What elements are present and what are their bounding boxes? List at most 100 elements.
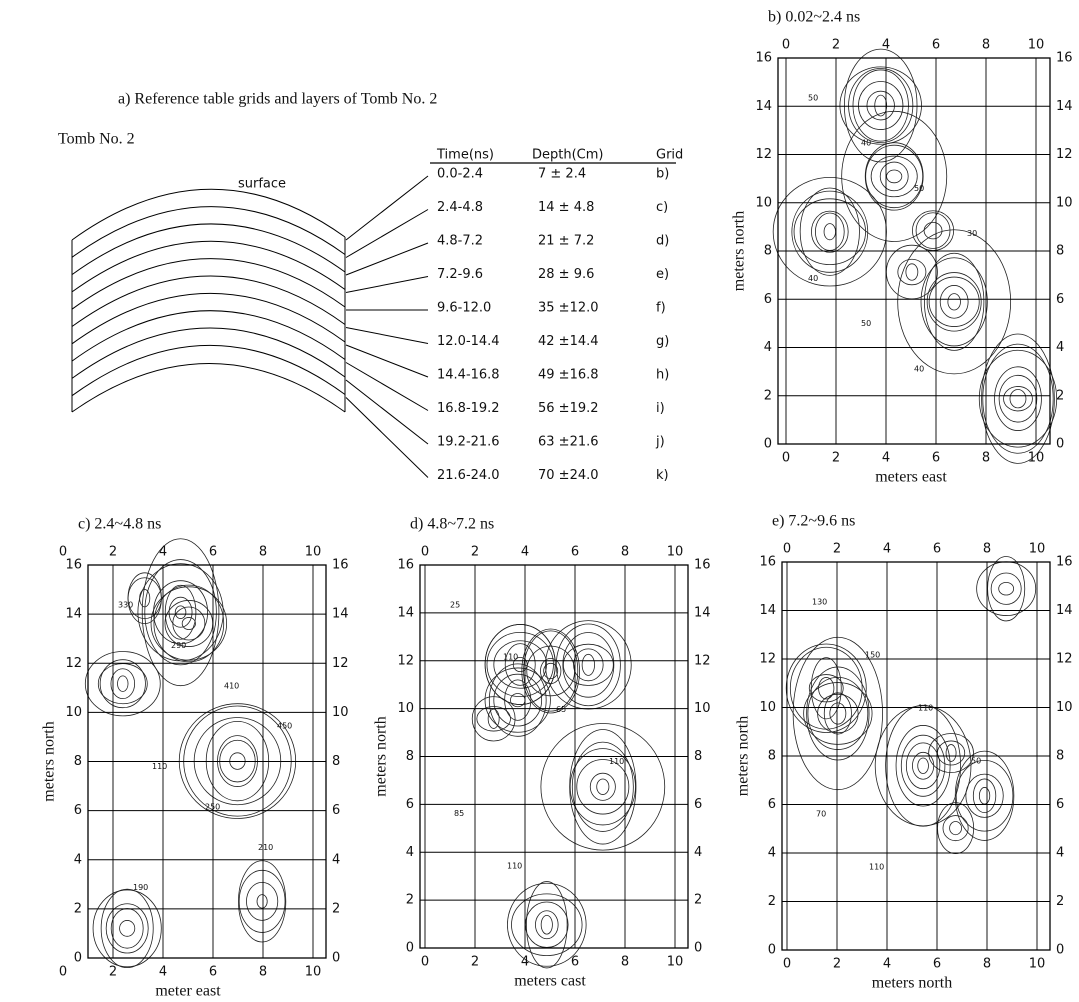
y-tick-label: 0 <box>406 941 414 956</box>
layer-line <box>71 240 346 293</box>
y-tick-label: 2 <box>406 893 414 908</box>
table-cell: j) <box>655 435 665 450</box>
contour-label: 65 <box>556 705 566 714</box>
contour-label: 450 <box>277 722 292 731</box>
contour-line <box>137 563 224 662</box>
table-cell: k) <box>656 468 669 483</box>
x-tick-label: 8 <box>621 545 629 560</box>
x-tick-label: 8 <box>259 965 267 980</box>
y-tick-label: 10 <box>759 700 776 715</box>
x-tick-label: 2 <box>833 957 841 972</box>
contour-line <box>504 643 536 686</box>
layer-line <box>71 344 346 397</box>
x-tick-label: 8 <box>259 545 267 560</box>
contour-line <box>976 561 1037 616</box>
contour-line <box>785 643 867 733</box>
contour-line <box>806 666 870 761</box>
contour-line <box>815 212 845 251</box>
y-tick-label: 4 <box>764 340 772 355</box>
panel-title: a) Reference table grids and layers of T… <box>118 91 437 108</box>
contour-line <box>939 285 969 319</box>
table-header: Time(ns) <box>436 148 494 163</box>
contour-line <box>858 81 904 130</box>
y-tick-label: 16 <box>694 558 711 573</box>
contour-line <box>965 773 1004 818</box>
contour-line <box>949 821 962 836</box>
x-tick-label: 0 <box>421 955 429 970</box>
contour-line <box>818 677 835 700</box>
table-cell: 49 ±16.8 <box>538 368 599 383</box>
y-tick-label: 2 <box>764 388 772 403</box>
contour-line <box>596 778 610 795</box>
x-tick-label: 10 <box>1029 957 1046 972</box>
y-tick-label: 16 <box>332 558 349 573</box>
y-tick-label: 8 <box>768 749 776 764</box>
contour-line <box>955 759 1014 832</box>
y-tick-label: 12 <box>694 653 711 668</box>
y-tick-label: 16 <box>759 555 776 570</box>
x-tick-label: 8 <box>982 38 990 53</box>
contour-line <box>488 663 547 737</box>
contour-line <box>920 257 988 347</box>
x-tick-label: 4 <box>883 957 891 972</box>
contour-line <box>954 750 1015 841</box>
contour-line <box>581 653 595 676</box>
y-tick-label: 14 <box>1056 603 1073 618</box>
x-tick-label: 6 <box>571 545 579 560</box>
layer-line <box>71 310 346 362</box>
contour-line <box>843 48 918 163</box>
leader-line <box>345 327 429 344</box>
contour-line <box>926 272 982 332</box>
y-tick-label: 0 <box>1056 943 1064 958</box>
x-tick-label: 0 <box>783 542 791 557</box>
leader-line <box>345 175 429 241</box>
x-tick-label: 8 <box>982 451 990 466</box>
contour-label: 410 <box>224 681 239 690</box>
layer-line <box>71 188 346 241</box>
y-tick-label: 14 <box>65 607 82 622</box>
contour-line <box>972 778 997 813</box>
contour-line <box>998 581 1015 596</box>
contour-label: 110 <box>507 861 522 870</box>
contour-label: 150 <box>865 651 880 660</box>
contour-label: 50 <box>914 184 924 193</box>
contour-line <box>864 142 924 211</box>
contour-line <box>924 252 985 351</box>
y-tick-label: 6 <box>694 797 702 812</box>
table-cell: i) <box>656 401 665 416</box>
table-cell: 14 ± 4.8 <box>538 200 594 215</box>
x-tick-label: 6 <box>209 545 217 560</box>
x-tick-label: 10 <box>305 965 322 980</box>
contour-line <box>982 343 1054 454</box>
contour-line <box>886 169 903 184</box>
contour-line <box>119 920 136 937</box>
y-tick-label: 0 <box>764 437 772 452</box>
table-cell: 56 ±19.2 <box>538 401 599 416</box>
contour-line <box>852 69 909 142</box>
contour-label: 50 <box>971 757 981 766</box>
y-tick-label: 14 <box>755 99 772 114</box>
contour-line <box>526 881 568 969</box>
layer-line <box>71 363 346 413</box>
y-tick-label: 14 <box>759 603 776 618</box>
x-tick-label: 6 <box>932 451 940 466</box>
contour-line <box>978 349 1058 448</box>
contour-line <box>486 631 554 698</box>
contour-label: 290 <box>171 641 186 650</box>
contour-line <box>105 903 149 954</box>
layer-line <box>71 258 346 310</box>
y-tick-label: 8 <box>1056 244 1064 259</box>
x-tick-label: 4 <box>521 545 529 560</box>
y-axis-label: meters north <box>735 716 752 796</box>
contour-line <box>238 869 286 933</box>
y-tick-label: 12 <box>65 656 82 671</box>
contour-label: 40 <box>808 274 818 283</box>
layer-line <box>71 327 346 379</box>
contour-line <box>487 708 500 729</box>
leader-line <box>345 379 429 445</box>
y-tick-label: 16 <box>755 51 772 66</box>
contour-line <box>900 734 946 797</box>
x-tick-label: 8 <box>983 957 991 972</box>
